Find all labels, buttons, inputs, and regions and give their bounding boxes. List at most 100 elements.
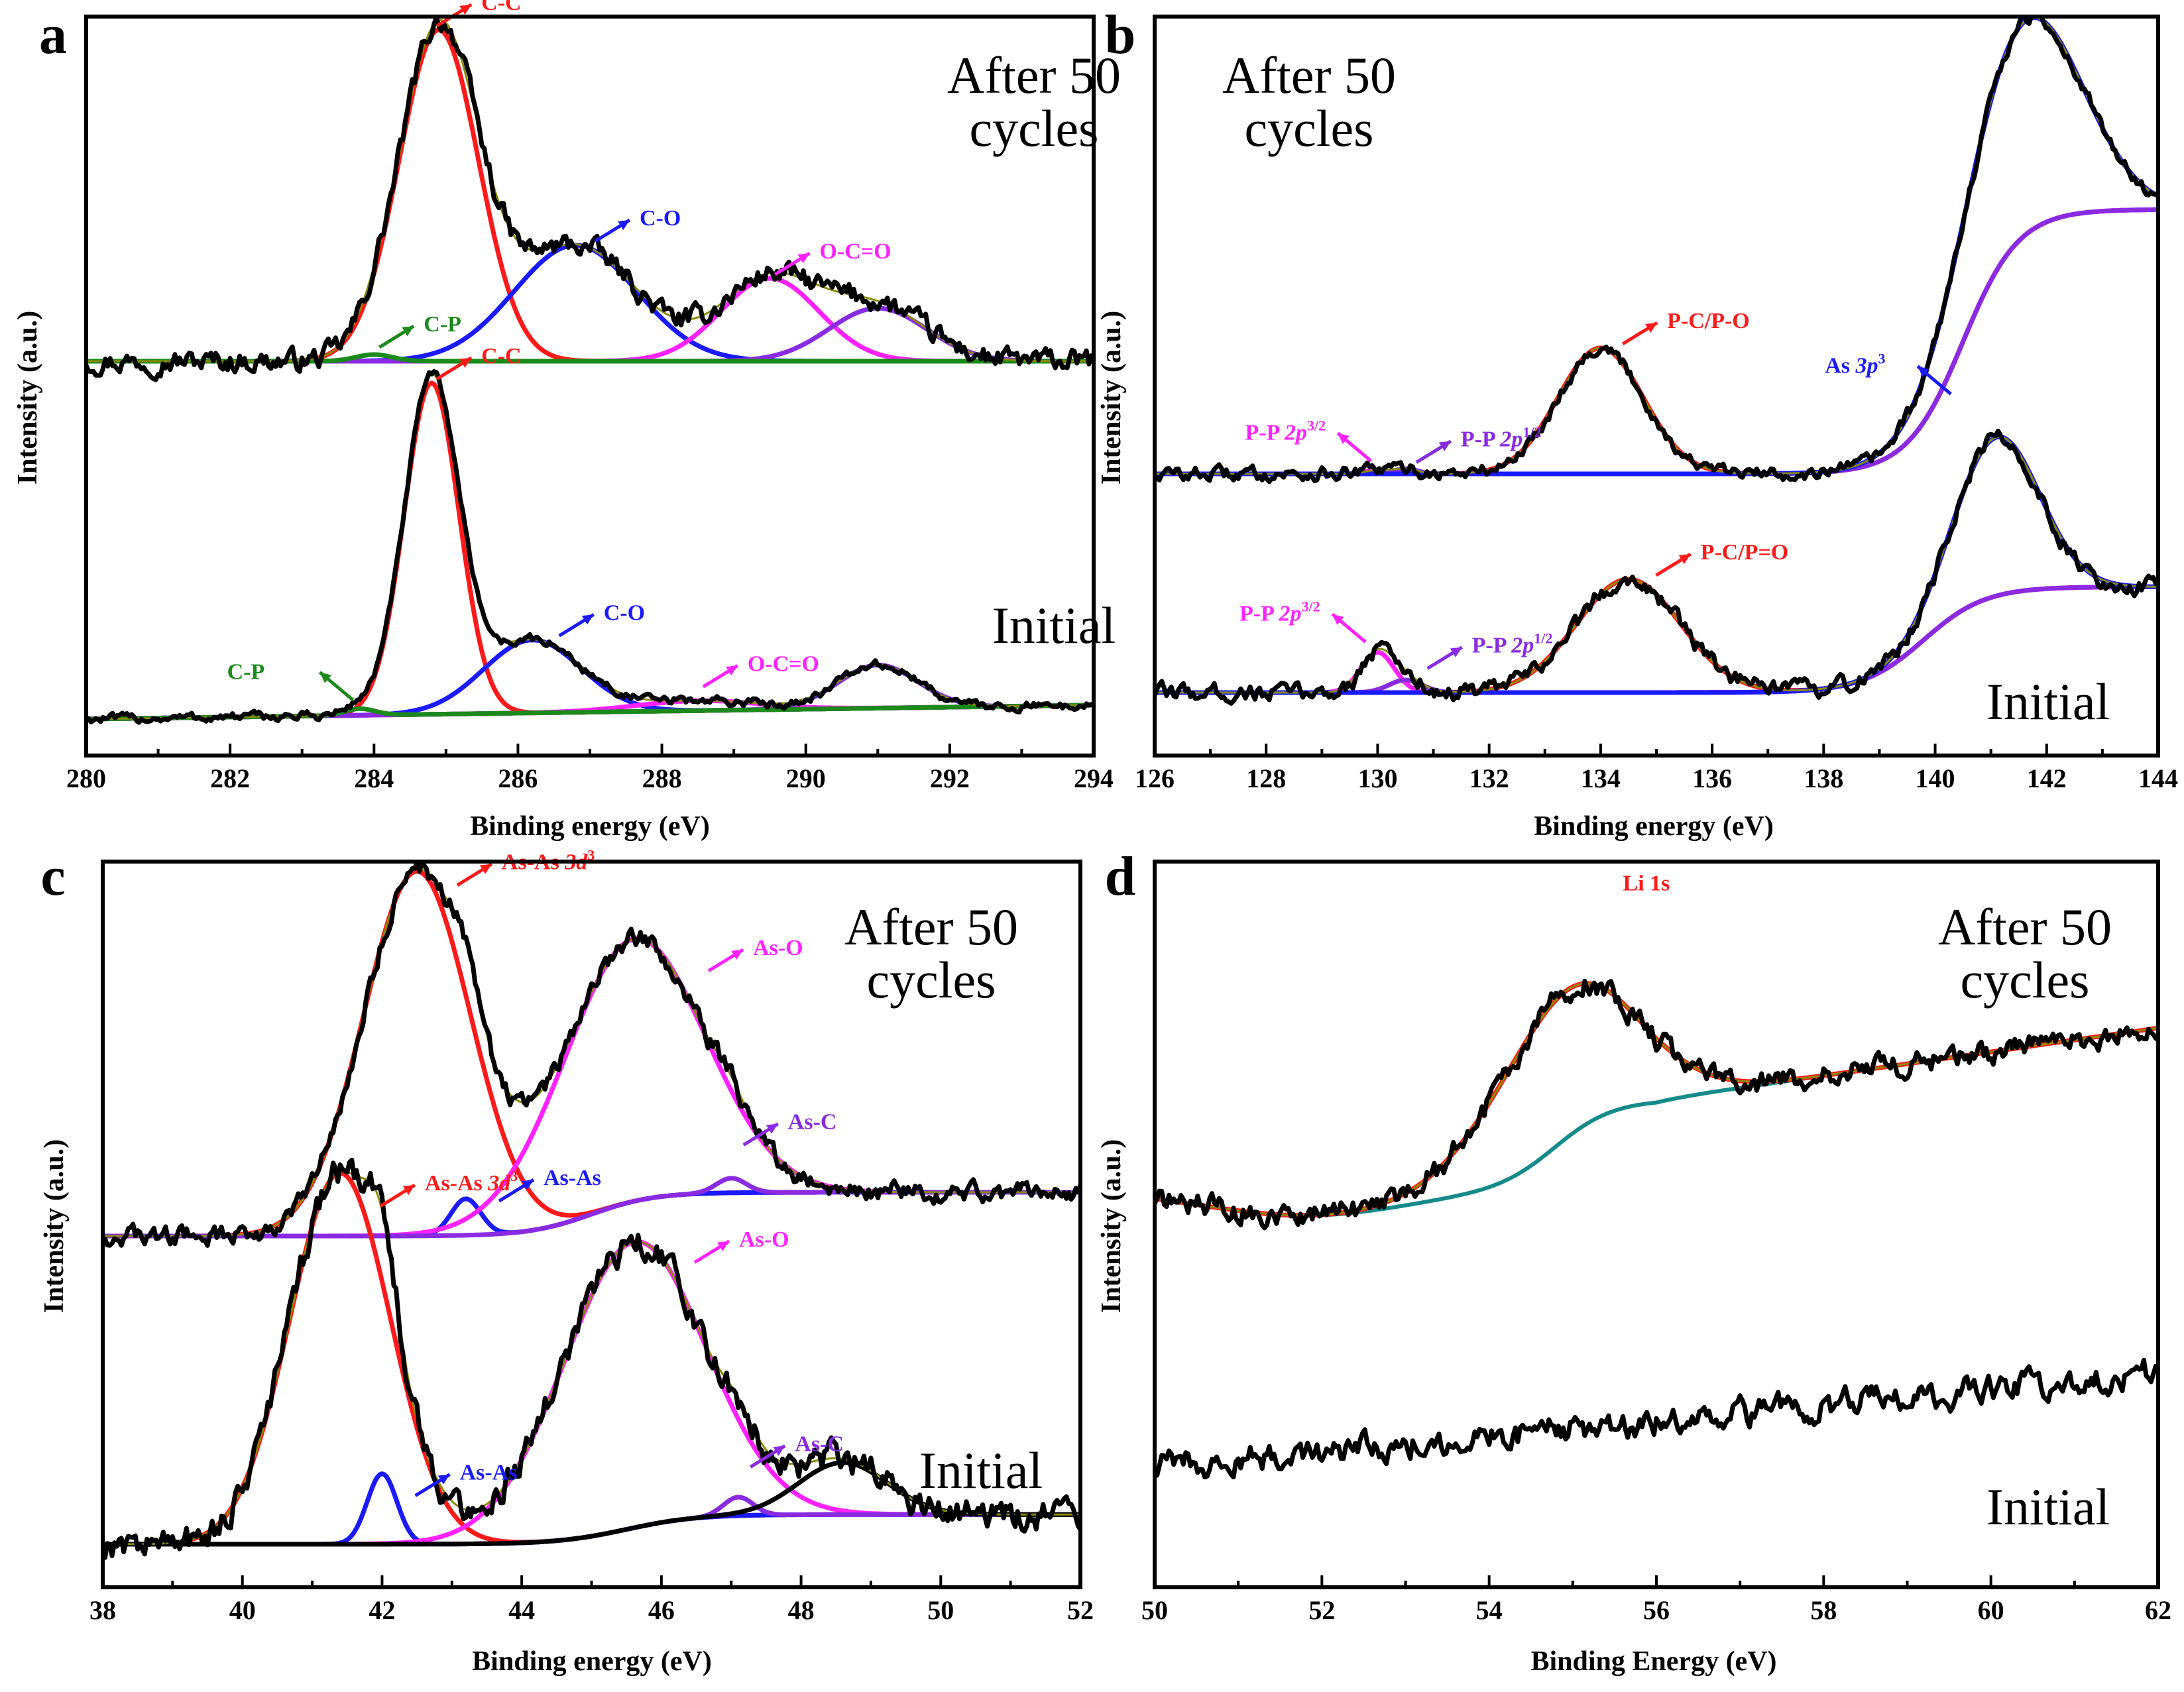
y-axis-title: Intensity (a.u.): [13, 311, 43, 485]
raw-spectrum: [1155, 428, 2158, 706]
x-tick-label: 288: [642, 763, 682, 793]
x-tick-label: 134: [1581, 763, 1621, 793]
panel-a: After 50 cyclesC-CC-OO-C=OC-PInitialC-CC-…: [13, 0, 1121, 842]
trace-initial: [86, 369, 1094, 725]
x-tick-label: 138: [1804, 763, 1843, 793]
annotation-label-superscript: 1/2: [1523, 424, 1541, 441]
annotation-label: C-P: [227, 659, 265, 684]
annotation-label-orbital: 2p: [1279, 602, 1302, 626]
x-tick-label: 42: [369, 1595, 395, 1625]
annotation-label: P-P 2p3/2: [1239, 598, 1320, 626]
annotation-c-c: C-C: [435, 0, 522, 28]
annotation-as-as: As-As: [414, 1461, 518, 1497]
raw-spectrum: [1155, 17, 2158, 484]
annotation-label: C-O: [640, 206, 681, 231]
annotation-p-p-2p3-2: P-P 2p3/2: [1239, 598, 1367, 644]
x-axis-title: Binding energy (eV): [470, 811, 710, 842]
annotation-label-text: P-P: [1239, 602, 1279, 626]
annotation-label: As-As: [460, 1461, 518, 1485]
annotation-label: Li 1s: [1623, 872, 1670, 896]
annotation-label-orbital: 2p: [1499, 427, 1523, 452]
annotation-label: As-As 3d3: [425, 1168, 518, 1196]
x-tick-label: 62: [2145, 1595, 2171, 1625]
fit-peak-c-c: [86, 27, 1094, 364]
x-tick-label: 48: [788, 1595, 815, 1625]
raw-spectrum: [103, 862, 1080, 1248]
condition-label: After 50 cycles: [844, 898, 1018, 1009]
fit-peak-li-1s: [1155, 981, 2158, 1218]
raw-spectrum: [86, 369, 1094, 725]
panel-letter: a: [39, 4, 67, 66]
annotation-c-o: C-O: [558, 600, 645, 638]
x-tick-label: 132: [1469, 763, 1509, 793]
annotation-label: P-C/P=O: [1701, 540, 1789, 565]
annotation-p-c-p-o: P-C/P=O: [1655, 540, 1789, 577]
annotation-arrowhead: [1439, 441, 1451, 451]
annotation-label: P-P 2p1/2: [1461, 424, 1542, 452]
annotation-arrowhead: [717, 1241, 729, 1251]
annotation-label: P-P 2p3/2: [1245, 418, 1326, 445]
raw-spectrum: [1155, 1357, 2158, 1480]
condition-label: Initial: [1986, 1478, 2110, 1536]
raw-spectrum: [103, 1157, 1080, 1560]
annotation-label: As-C: [795, 1432, 844, 1456]
annotation-arrowhead: [402, 1184, 415, 1196]
y-axis-title: Intensity (a.u.): [39, 1139, 70, 1314]
raw-spectrum: [86, 17, 1094, 382]
x-tick-label: 292: [930, 763, 970, 793]
x-tick-label: 280: [66, 763, 106, 793]
annotation-c-p: C-P: [378, 312, 461, 349]
x-tick-label: 144: [2138, 763, 2178, 793]
x-tick-label: 52: [1067, 1595, 1094, 1625]
condition-label-line: After 50: [1222, 46, 1396, 104]
annotation-label-text: As: [1825, 354, 1855, 378]
annotation-p-p-2p1-2: P-P 2p1/2: [1415, 424, 1542, 464]
annotation-label: C-C: [481, 344, 521, 368]
annotation-o-c-o: O-C=O: [702, 651, 819, 689]
fit-peak-o-c-o: [86, 276, 1094, 364]
annotation-as-as-3d3: As-As 3d3: [456, 847, 595, 887]
annotation-p-p-2p3-2: P-P 2p3/2: [1245, 418, 1373, 463]
fit-peak-c-o: [86, 243, 1094, 364]
x-tick-label: 286: [498, 763, 538, 793]
annotation-arrowhead: [797, 253, 810, 264]
annotation-label-superscript: 3: [587, 847, 595, 864]
annotation-c-o: C-O: [594, 206, 681, 243]
annotation-label-orbital: 3d: [487, 1171, 511, 1196]
y-axis-title: Intensity (a.u.): [1096, 311, 1127, 485]
x-tick-label: 140: [1916, 763, 1955, 793]
background-line: [1155, 1026, 2158, 1218]
fit-envelope: [1155, 982, 2158, 1217]
x-axis-title: Binding energy (eV): [1534, 811, 1774, 842]
annotation-as-as-3d3: As-As 3d3: [379, 1168, 518, 1208]
trace-after-50-cycles: [86, 17, 1094, 382]
annotation-p-c-p-o: P-C/P-O: [1621, 309, 1750, 346]
annotation-o-c-o: O-C=O: [774, 239, 891, 276]
x-tick-label: 290: [786, 763, 826, 793]
annotation-as-as: As-As: [498, 1166, 601, 1203]
annotation-label: C-P: [424, 312, 461, 337]
annotation-as-c: As-C: [749, 1432, 844, 1469]
condition-label: After 50 cycles: [1222, 46, 1396, 157]
x-axis-title: Binding energy (eV): [472, 1646, 712, 1677]
x-tick-label: 56: [1643, 1595, 1670, 1625]
annotation-arrowhead: [479, 864, 492, 874]
annotation-label-superscript: 3: [1878, 351, 1885, 367]
condition-label: Initial: [919, 1441, 1043, 1499]
annotation-label-orbital: 3p: [1855, 354, 1878, 378]
fit-envelope: [86, 19, 1094, 363]
annotation-label-text: P-P: [1461, 427, 1500, 452]
annotation-label-text: As-As: [425, 1171, 488, 1196]
annotation-label-superscript: 3/2: [1302, 598, 1320, 615]
annotation-arrowhead: [459, 357, 472, 368]
annotation-arrowhead: [581, 614, 594, 625]
trace-after-50-cycles: [103, 862, 1080, 1248]
annotation-arrowhead: [1450, 647, 1462, 657]
annotation-arrowhead: [766, 1123, 778, 1134]
annotation-label: P-C/P-O: [1667, 309, 1750, 333]
annotation-c-p: C-P: [227, 659, 355, 702]
annotation-label: As-As: [544, 1166, 601, 1190]
annotation-as-c: As-C: [742, 1110, 836, 1147]
background-line: [103, 1512, 1080, 1546]
